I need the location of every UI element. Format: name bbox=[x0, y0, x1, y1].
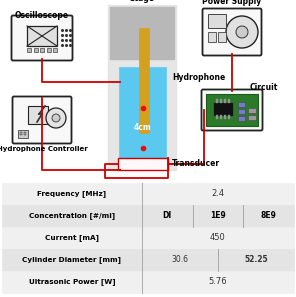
Circle shape bbox=[226, 16, 258, 48]
FancyBboxPatch shape bbox=[12, 15, 73, 61]
Bar bbox=[28, 106, 48, 124]
Bar bbox=[224, 99, 226, 103]
Bar bbox=[2, 249, 294, 271]
Text: 5.76: 5.76 bbox=[209, 277, 227, 287]
Text: 1E9: 1E9 bbox=[210, 211, 226, 220]
Bar bbox=[53, 48, 57, 52]
Bar bbox=[216, 115, 218, 119]
Text: 30.6: 30.6 bbox=[171, 255, 189, 265]
Text: Circuit: Circuit bbox=[250, 83, 278, 92]
Bar bbox=[2, 271, 294, 293]
Bar bbox=[110, 7, 174, 59]
Bar bbox=[27, 48, 31, 52]
Text: 450: 450 bbox=[210, 233, 226, 242]
Bar bbox=[218, 32, 226, 42]
Text: 4cm: 4cm bbox=[134, 124, 152, 132]
Bar bbox=[18, 130, 28, 138]
Bar bbox=[2, 205, 294, 227]
Bar bbox=[118, 158, 168, 170]
Bar bbox=[20, 132, 22, 135]
Text: 52.25: 52.25 bbox=[244, 255, 268, 265]
Bar bbox=[216, 99, 218, 103]
Text: 8E9: 8E9 bbox=[261, 211, 276, 220]
Bar bbox=[33, 48, 38, 52]
FancyBboxPatch shape bbox=[12, 97, 72, 143]
Text: Transducer: Transducer bbox=[172, 159, 220, 168]
Text: Cylinder Diameter [mm]: Cylinder Diameter [mm] bbox=[22, 257, 121, 263]
Text: Stage: Stage bbox=[130, 0, 155, 3]
Text: Current [mA]: Current [mA] bbox=[45, 235, 99, 241]
Bar bbox=[224, 115, 226, 119]
Bar bbox=[228, 99, 230, 103]
Bar bbox=[2, 183, 294, 293]
Circle shape bbox=[236, 26, 248, 38]
Bar bbox=[24, 132, 26, 135]
Bar bbox=[2, 227, 294, 249]
Bar bbox=[220, 99, 222, 103]
Bar bbox=[139, 28, 149, 133]
Bar bbox=[248, 115, 256, 120]
Bar bbox=[108, 5, 176, 170]
Bar bbox=[228, 115, 230, 119]
Circle shape bbox=[52, 114, 60, 122]
Bar bbox=[208, 14, 226, 28]
Text: 2.4: 2.4 bbox=[211, 189, 225, 198]
Text: Concentration [#/ml]: Concentration [#/ml] bbox=[29, 213, 115, 219]
Text: Ultrasonic Power [W]: Ultrasonic Power [W] bbox=[29, 279, 115, 285]
Bar bbox=[120, 68, 166, 158]
Bar bbox=[110, 7, 174, 59]
Bar bbox=[40, 48, 44, 52]
Bar bbox=[206, 94, 258, 126]
FancyBboxPatch shape bbox=[202, 9, 261, 56]
Bar bbox=[238, 116, 245, 121]
Bar bbox=[220, 115, 222, 119]
FancyBboxPatch shape bbox=[202, 89, 263, 130]
Text: Oscilloscope: Oscilloscope bbox=[15, 12, 69, 20]
Bar bbox=[238, 102, 245, 107]
Bar bbox=[208, 32, 216, 42]
Bar bbox=[238, 109, 245, 114]
Bar bbox=[248, 108, 256, 113]
Bar bbox=[214, 103, 232, 115]
Bar bbox=[2, 183, 294, 205]
Bar bbox=[46, 48, 51, 52]
Bar bbox=[27, 26, 57, 46]
Text: Hydrophone: Hydrophone bbox=[172, 73, 225, 83]
Text: Hydrophone Controller: Hydrophone Controller bbox=[0, 146, 87, 152]
Text: Power Supply: Power Supply bbox=[202, 0, 262, 6]
Circle shape bbox=[46, 108, 66, 128]
Text: Frequency [MHz]: Frequency [MHz] bbox=[37, 191, 107, 198]
Text: DI: DI bbox=[163, 211, 172, 220]
